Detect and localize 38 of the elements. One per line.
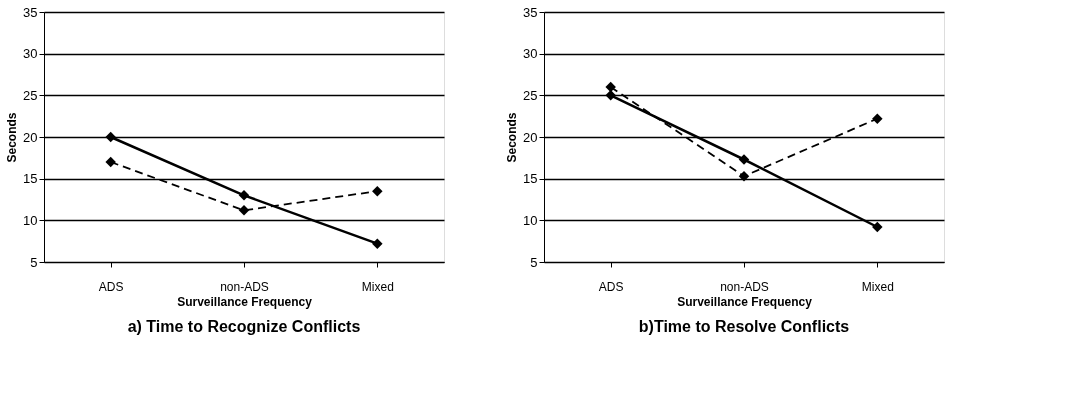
y-tick-label: 5 xyxy=(530,254,538,270)
point xyxy=(605,90,616,101)
y-tick-label: 5 xyxy=(30,254,38,270)
y-tick-label: 35 xyxy=(23,4,38,20)
y-tick-label: 10 xyxy=(23,212,38,228)
y-tick-label: 20 xyxy=(23,129,38,145)
y-tick-label: 20 xyxy=(523,129,538,145)
x-axis-title: Surveillance Frequency xyxy=(177,294,313,309)
point xyxy=(238,205,250,216)
point xyxy=(238,190,250,201)
x-tick-label: Mixed xyxy=(361,279,394,294)
x-tick-label: Mixed xyxy=(861,279,894,294)
y-tick-label: 30 xyxy=(23,46,38,62)
y-tick-label: 35 xyxy=(523,4,538,20)
x-tick-label: non-ADS xyxy=(220,279,269,294)
x-tick-label: ADS xyxy=(598,279,624,294)
y-tick-label: 30 xyxy=(523,46,538,62)
y-tick-label: 10 xyxy=(523,212,538,228)
point xyxy=(372,185,383,197)
point xyxy=(738,170,750,182)
point xyxy=(872,221,883,233)
point xyxy=(605,81,616,93)
point xyxy=(105,156,116,168)
y-axis-title: Seconds xyxy=(5,112,20,163)
y-tick-label: 25 xyxy=(23,87,38,103)
x-tick-label: ADS xyxy=(98,279,124,294)
point xyxy=(872,113,883,124)
point xyxy=(372,238,383,249)
y-tick-label: 15 xyxy=(23,171,38,187)
y-axis-title: Seconds xyxy=(505,112,520,163)
x-axis-title: Surveillance Frequency xyxy=(677,294,813,309)
x-tick-label: non-ADS xyxy=(720,279,769,294)
y-tick-label: 15 xyxy=(523,171,538,187)
y-tick-label: 25 xyxy=(523,87,538,103)
point xyxy=(738,154,750,165)
text: a) Time to Recognize Conflicts xyxy=(127,318,361,335)
point xyxy=(105,131,116,143)
text: b)Time to Resolve Conflicts xyxy=(638,318,850,335)
